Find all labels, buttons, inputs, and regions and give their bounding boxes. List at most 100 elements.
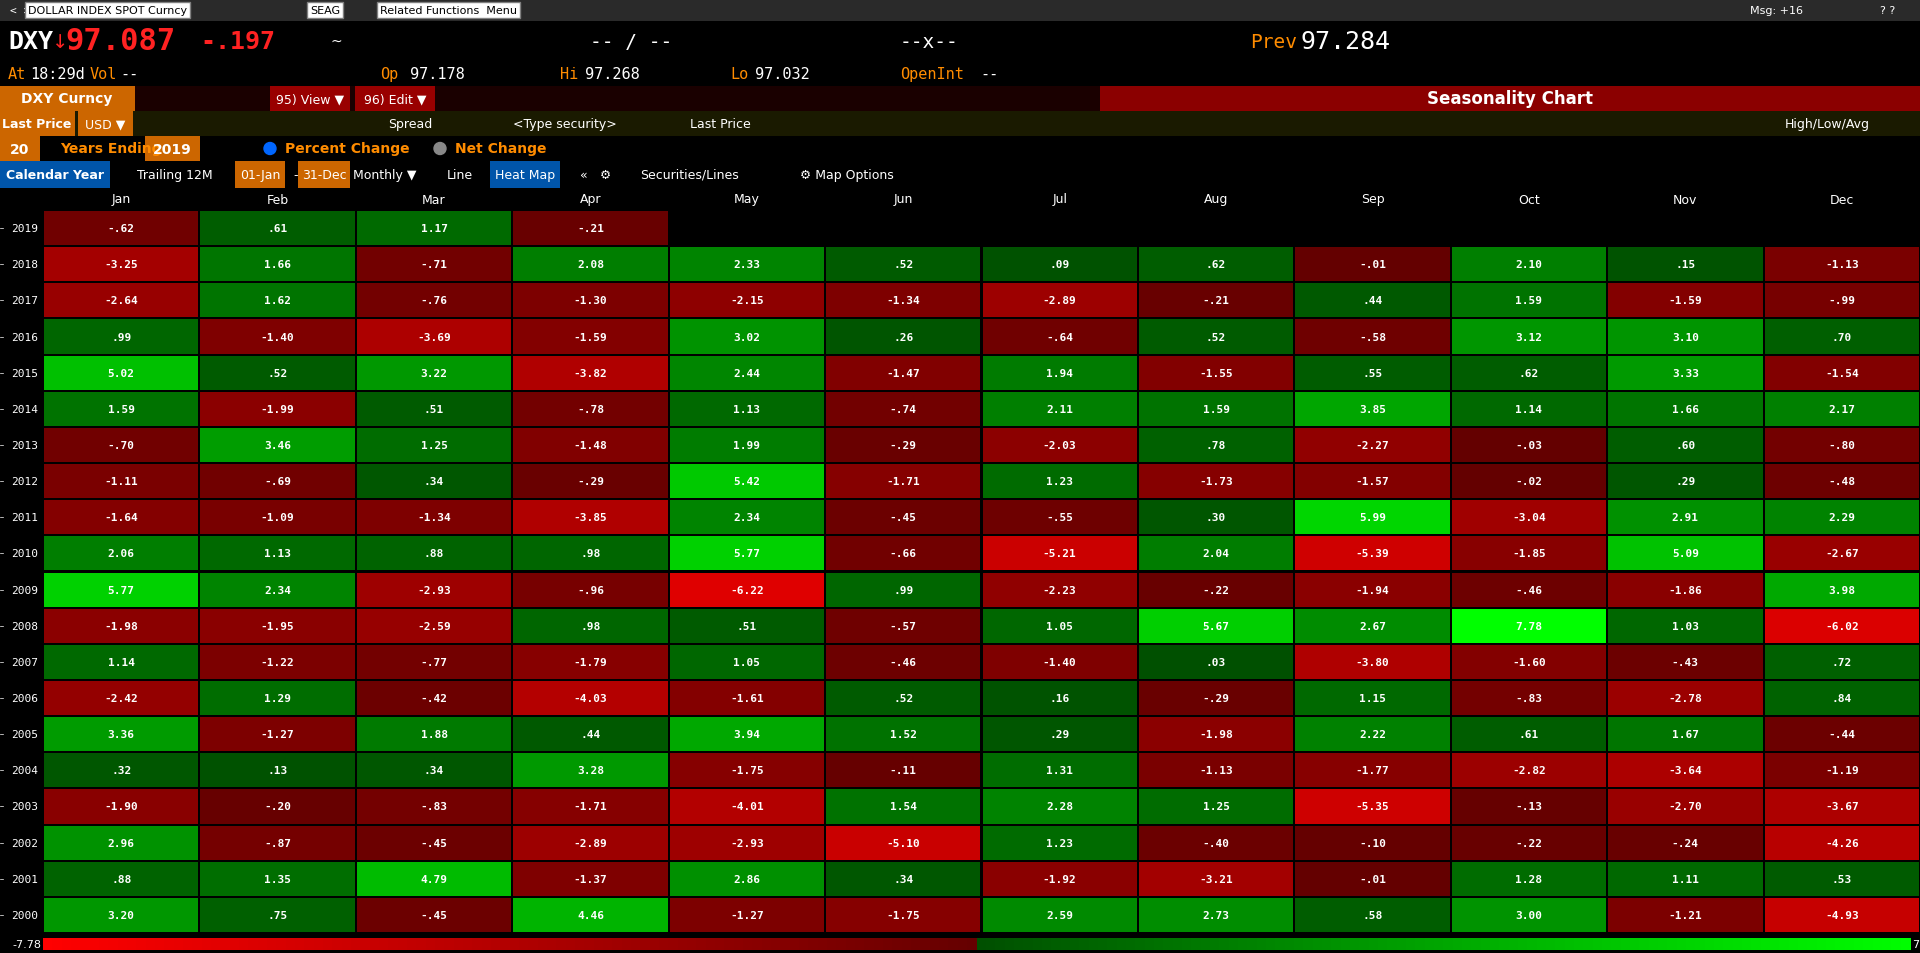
Bar: [1686, 938, 1695, 950]
Text: 3.33: 3.33: [1672, 368, 1699, 378]
Text: --: --: [119, 67, 138, 82]
Bar: [1609, 862, 1763, 896]
Text: -.74: -.74: [889, 404, 916, 415]
Bar: [513, 754, 668, 787]
Bar: [826, 681, 981, 716]
Text: 96) Edit ▼: 96) Edit ▼: [363, 92, 426, 106]
Text: .61: .61: [1519, 729, 1540, 740]
Text: -.22: -.22: [1202, 585, 1229, 595]
Bar: [1620, 938, 1630, 950]
Text: -2.78: -2.78: [1668, 693, 1703, 703]
Text: .52: .52: [893, 693, 914, 703]
Bar: [44, 898, 198, 932]
Text: -2.93: -2.93: [417, 585, 451, 595]
Bar: [1764, 500, 1918, 535]
Bar: [670, 862, 824, 896]
Bar: [211, 938, 221, 950]
Bar: [44, 718, 198, 752]
Text: 1.25: 1.25: [1202, 801, 1229, 812]
Bar: [221, 938, 230, 950]
Bar: [1452, 212, 1607, 246]
Bar: [687, 938, 697, 950]
Text: -.21: -.21: [1202, 296, 1229, 306]
Bar: [1331, 938, 1342, 950]
Text: <Type security>: <Type security>: [513, 118, 616, 131]
Bar: [1296, 862, 1450, 896]
Text: 2015: 2015: [12, 368, 38, 378]
Bar: [1741, 938, 1753, 950]
Text: Line: Line: [447, 169, 472, 182]
Bar: [1797, 938, 1809, 950]
Bar: [649, 938, 660, 950]
Bar: [1609, 718, 1763, 752]
Text: Calendar Year: Calendar Year: [6, 169, 104, 182]
Text: -1.73: -1.73: [1200, 476, 1233, 487]
Text: Prev: Prev: [1250, 32, 1298, 51]
Bar: [1379, 938, 1388, 950]
Bar: [1415, 938, 1425, 950]
Text: -1.90: -1.90: [104, 801, 138, 812]
Text: 3.28: 3.28: [576, 765, 605, 776]
Bar: [1154, 938, 1164, 950]
Text: DXY Curncy: DXY Curncy: [21, 92, 113, 107]
Bar: [1761, 938, 1770, 950]
Bar: [182, 938, 194, 950]
Text: -3.85: -3.85: [574, 513, 607, 523]
Bar: [146, 938, 156, 950]
Text: 2.06: 2.06: [108, 549, 134, 558]
Bar: [1296, 248, 1450, 282]
Bar: [202, 938, 211, 950]
Text: .84: .84: [1832, 693, 1853, 703]
Text: 2004: 2004: [12, 765, 38, 776]
Bar: [90, 938, 100, 950]
Bar: [313, 938, 324, 950]
Bar: [332, 938, 344, 950]
Text: -.48: -.48: [1828, 476, 1855, 487]
Text: 3.00: 3.00: [1515, 910, 1542, 920]
Bar: [513, 212, 668, 246]
Text: Jul: Jul: [1052, 193, 1068, 206]
Text: .99: .99: [111, 333, 131, 342]
Bar: [789, 938, 801, 950]
Bar: [1609, 609, 1763, 643]
Text: -.87: -.87: [265, 838, 292, 848]
Text: .62: .62: [1519, 368, 1540, 378]
Bar: [1630, 938, 1640, 950]
Text: 1.31: 1.31: [1046, 765, 1073, 776]
Text: 95) View ▼: 95) View ▼: [276, 92, 344, 106]
Bar: [1100, 87, 1920, 112]
Bar: [357, 537, 511, 571]
Text: .75: .75: [267, 910, 288, 920]
Text: 1.05: 1.05: [733, 658, 760, 667]
Bar: [1764, 645, 1918, 679]
Bar: [753, 938, 762, 950]
Text: 3.02: 3.02: [733, 333, 760, 342]
Text: 97.268: 97.268: [586, 67, 639, 82]
Bar: [1764, 429, 1918, 462]
Text: 2013: 2013: [12, 440, 38, 451]
Bar: [1425, 938, 1434, 950]
Text: 2.10: 2.10: [1515, 260, 1542, 270]
Bar: [371, 938, 380, 950]
Bar: [1296, 356, 1450, 391]
Text: -.78: -.78: [576, 404, 605, 415]
Bar: [1659, 938, 1668, 950]
Text: 2003: 2003: [12, 801, 38, 812]
Bar: [513, 429, 668, 462]
Bar: [1764, 718, 1918, 752]
Text: -7.78: -7.78: [12, 939, 40, 949]
Bar: [1565, 938, 1574, 950]
Bar: [1284, 938, 1294, 950]
Text: 1.05: 1.05: [1046, 621, 1073, 631]
Text: 1.13: 1.13: [733, 404, 760, 415]
Text: -5.35: -5.35: [1356, 801, 1390, 812]
Bar: [603, 938, 612, 950]
Text: -5.21: -5.21: [1043, 549, 1077, 558]
Bar: [200, 320, 355, 355]
Text: Hi: Hi: [561, 67, 578, 82]
Bar: [1764, 248, 1918, 282]
Text: .88: .88: [424, 549, 444, 558]
Text: .26: .26: [893, 333, 914, 342]
Bar: [1296, 573, 1450, 607]
Text: -1.21: -1.21: [1668, 910, 1703, 920]
